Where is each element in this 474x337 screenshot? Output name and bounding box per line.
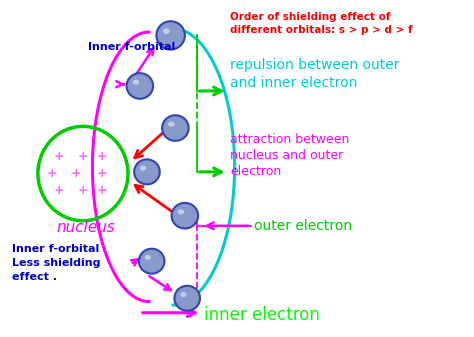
Ellipse shape [133, 80, 139, 85]
Text: Inner f-orbital: Inner f-orbital [88, 42, 175, 52]
Text: Inner f-orbital
Less shielding
effect .: Inner f-orbital Less shielding effect . [12, 244, 100, 282]
Text: repulsion between outer
and inner electron: repulsion between outer and inner electr… [230, 59, 400, 90]
Ellipse shape [127, 73, 153, 99]
Ellipse shape [180, 292, 187, 297]
Ellipse shape [168, 122, 175, 127]
Text: +: + [47, 167, 57, 180]
Text: attraction between
nucleus and outer
electron: attraction between nucleus and outer ele… [230, 132, 349, 178]
Text: +: + [78, 184, 88, 197]
Text: outer electron: outer electron [254, 219, 352, 233]
Ellipse shape [172, 203, 198, 228]
Ellipse shape [140, 165, 146, 171]
Ellipse shape [178, 209, 184, 214]
Ellipse shape [163, 28, 170, 34]
Text: +: + [97, 184, 107, 197]
Ellipse shape [174, 286, 200, 311]
Ellipse shape [156, 21, 185, 50]
Text: +: + [71, 167, 81, 180]
Ellipse shape [145, 255, 151, 260]
Text: +: + [54, 184, 64, 197]
Text: inner electron: inner electron [204, 306, 319, 324]
Text: nucleus: nucleus [57, 220, 116, 235]
Text: +: + [97, 167, 107, 180]
Text: +: + [78, 150, 88, 163]
Text: +: + [54, 150, 64, 163]
Ellipse shape [139, 249, 164, 274]
Text: Order of shielding effect of
different orbitals: s > p > d > f: Order of shielding effect of different o… [230, 12, 412, 35]
Ellipse shape [162, 115, 189, 141]
Text: +: + [97, 150, 107, 163]
Ellipse shape [134, 159, 160, 184]
